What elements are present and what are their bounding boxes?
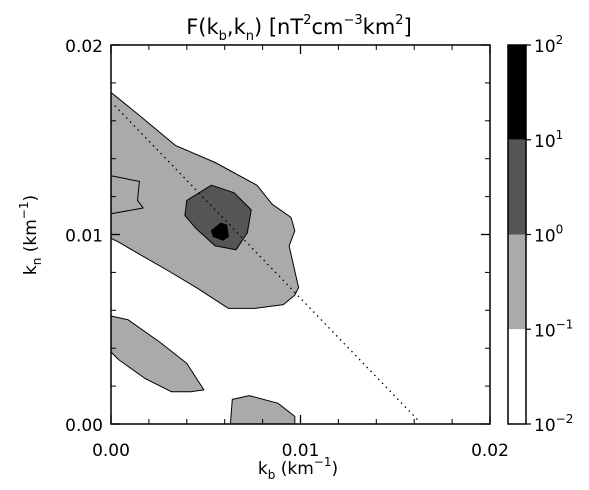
y-tick-label: 0.02 xyxy=(65,37,103,57)
colorbar-band xyxy=(508,234,526,330)
x-tick-label: 0.00 xyxy=(92,441,130,461)
y-tick-label: 0.00 xyxy=(65,416,103,436)
contour-region-10-100-5 xyxy=(210,222,229,241)
colorbar-band xyxy=(508,139,526,235)
x-axis-label: kb (km−1) xyxy=(258,455,338,482)
colorbar-band xyxy=(508,329,526,424)
contour-regions xyxy=(110,91,300,425)
colorbar: 102 101 100 10−1 10−2 xyxy=(507,33,573,436)
contour-region-0.1-1-2 xyxy=(110,315,205,393)
x-tick-label: 0.01 xyxy=(282,441,320,461)
colorbar-label: 100 xyxy=(534,223,563,247)
colorbar-label: 102 xyxy=(534,33,563,57)
colorbar-label: 10−2 xyxy=(534,412,573,436)
colorbar-label: 10−1 xyxy=(534,317,573,341)
chart-title: F(kb,kn) [nT2cm−3km2] xyxy=(186,13,412,44)
colorbar-band xyxy=(508,45,526,140)
x-tick-label: 0.02 xyxy=(471,441,509,461)
contour-region-1-10-4 xyxy=(184,184,252,251)
contour-region-0.1-1-1 xyxy=(110,175,144,215)
colorbar-label: 101 xyxy=(534,128,563,152)
y-axis-label: kn (km−1) xyxy=(17,195,44,275)
y-axis-ticks: 0.00 0.01 0.02 xyxy=(65,37,490,436)
y-tick-label: 0.01 xyxy=(65,227,103,247)
x-axis-ticks: 0.00 0.01 0.02 xyxy=(92,45,509,461)
